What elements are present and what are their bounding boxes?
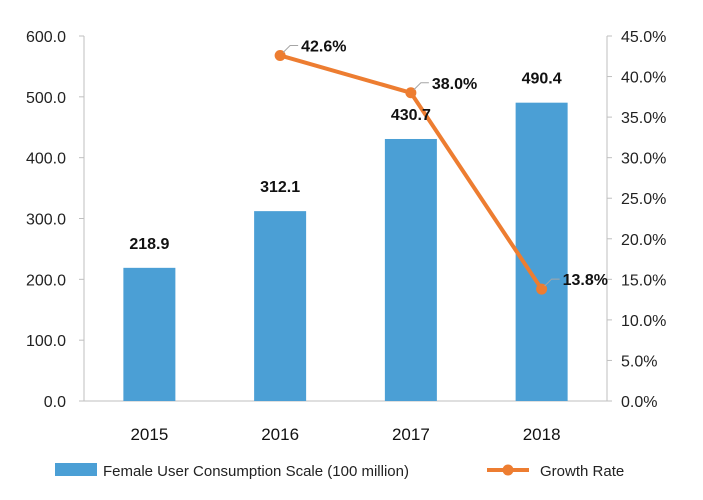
bar-data-label: 490.4 — [522, 71, 562, 88]
right-tick-label: 15.0% — [621, 272, 666, 289]
line-data-label: 38.0% — [432, 76, 477, 93]
left-tick-label: 500.0 — [26, 90, 66, 107]
line-data-label: 13.8% — [563, 272, 608, 289]
right-tick-label: 30.0% — [621, 151, 666, 168]
bar-data-label: 312.1 — [260, 179, 300, 196]
right-tick-label: 20.0% — [621, 232, 666, 249]
x-tick-label: 2017 — [392, 425, 430, 444]
right-tick-label: 5.0% — [621, 353, 657, 370]
left-tick-label: 400.0 — [26, 151, 66, 168]
right-tick-label: 10.0% — [621, 313, 666, 330]
legend-label-bar: Female User Consumption Scale (100 milli… — [103, 463, 409, 480]
left-tick-label: 200.0 — [26, 272, 66, 289]
line-marker — [536, 283, 548, 295]
legend-swatch-bar — [55, 463, 97, 476]
x-tick-label: 2016 — [261, 425, 299, 444]
left-tick-label: 300.0 — [26, 212, 66, 229]
bar-data-label: 430.7 — [391, 107, 431, 124]
right-tick-label: 25.0% — [621, 191, 666, 208]
x-tick-label: 2018 — [523, 425, 561, 444]
bar-series — [123, 102, 568, 401]
right-tick-label: 45.0% — [621, 29, 666, 46]
right-tick-label: 35.0% — [621, 110, 666, 127]
label-leader-line — [282, 44, 299, 53]
bar — [123, 267, 176, 401]
bar — [515, 102, 568, 401]
bar-data-label: 218.9 — [129, 236, 169, 253]
x-tick-label: 2015 — [130, 425, 168, 444]
line-data-label: 42.6% — [301, 38, 346, 55]
left-tick-label: 100.0 — [26, 333, 66, 350]
data-labels: 218.9 312.1 430.7 490.4 42.6% 38.0% 13.8% — [129, 38, 608, 289]
line-marker — [274, 49, 286, 61]
label-leader-line — [413, 82, 429, 91]
bar — [254, 211, 307, 401]
legend-label-line: Growth Rate — [540, 463, 624, 480]
legend-swatch-marker — [502, 464, 514, 476]
bar — [384, 138, 437, 401]
line-series — [274, 49, 548, 295]
label-leader-line — [544, 278, 560, 287]
left-tick-label: 600.0 — [26, 29, 66, 46]
right-tick-label: 0.0% — [621, 394, 657, 411]
right-tick-label: 40.0% — [621, 70, 666, 87]
axes: 0.0 100.0 200.0 300.0 400.0 500.0 600.0 0.0% 5.0… — [26, 29, 666, 444]
left-tick-label: 0.0 — [44, 394, 66, 411]
line-marker — [405, 87, 417, 99]
legend: Female User Consumption Scale (100 milli… — [55, 463, 624, 480]
